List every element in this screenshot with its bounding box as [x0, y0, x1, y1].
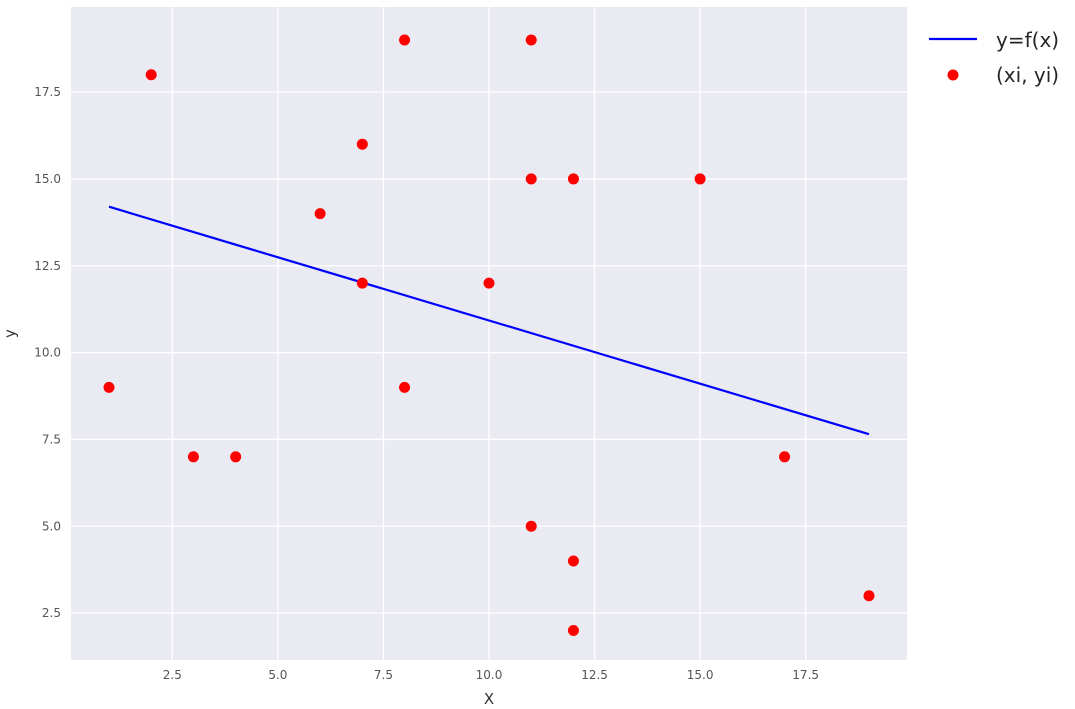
- data-point: [187, 451, 199, 463]
- fit-line: [108, 205, 870, 436]
- data-point: [230, 451, 242, 463]
- series-layer: [103, 34, 875, 636]
- grid-lines: [71, 7, 907, 660]
- x-tick-label: 5.0: [268, 668, 287, 682]
- x-tick-label: 7.5: [374, 668, 393, 682]
- data-point: [314, 208, 326, 220]
- legend: y=f(x) (xi, yi): [929, 28, 1059, 87]
- x-tick-labels: 2.5 5.0 7.5 10.0 12.5 15.0 17.5: [163, 668, 819, 682]
- x-axis-label: X: [484, 690, 494, 708]
- data-point: [525, 34, 537, 46]
- data-point: [399, 34, 411, 46]
- y-tick-labels: 2.5 5.0 7.5 10.0 12.5 15.0 17.5: [34, 85, 61, 620]
- legend-point-label: (xi, yi): [996, 63, 1059, 87]
- legend-point-swatch: [947, 69, 959, 81]
- x-tick-label: 15.0: [687, 668, 714, 682]
- data-point: [525, 520, 537, 532]
- data-point: [103, 381, 115, 393]
- y-axis-label: y: [1, 329, 19, 338]
- x-tick-label: 10.0: [476, 668, 503, 682]
- data-point: [694, 173, 706, 185]
- data-point: [567, 173, 579, 185]
- y-tick-label: 15.0: [34, 172, 61, 186]
- y-tick-label: 12.5: [34, 259, 61, 273]
- y-tick-label: 10.0: [34, 346, 61, 360]
- data-point: [399, 381, 411, 393]
- data-point: [567, 555, 579, 567]
- y-tick-label: 2.5: [42, 606, 61, 620]
- y-tick-label: 17.5: [34, 85, 61, 99]
- data-point: [525, 173, 537, 185]
- data-point: [356, 138, 368, 150]
- data-point: [483, 277, 495, 289]
- x-tick-label: 12.5: [581, 668, 608, 682]
- x-tick-label: 2.5: [163, 668, 182, 682]
- data-point: [356, 277, 368, 289]
- data-point: [567, 624, 579, 636]
- data-point: [863, 590, 875, 602]
- legend-line-label: y=f(x): [996, 28, 1059, 52]
- y-tick-label: 7.5: [42, 432, 61, 446]
- data-point: [779, 451, 791, 463]
- x-tick-label: 17.5: [792, 668, 819, 682]
- data-point: [145, 69, 157, 81]
- y-tick-label: 5.0: [42, 519, 61, 533]
